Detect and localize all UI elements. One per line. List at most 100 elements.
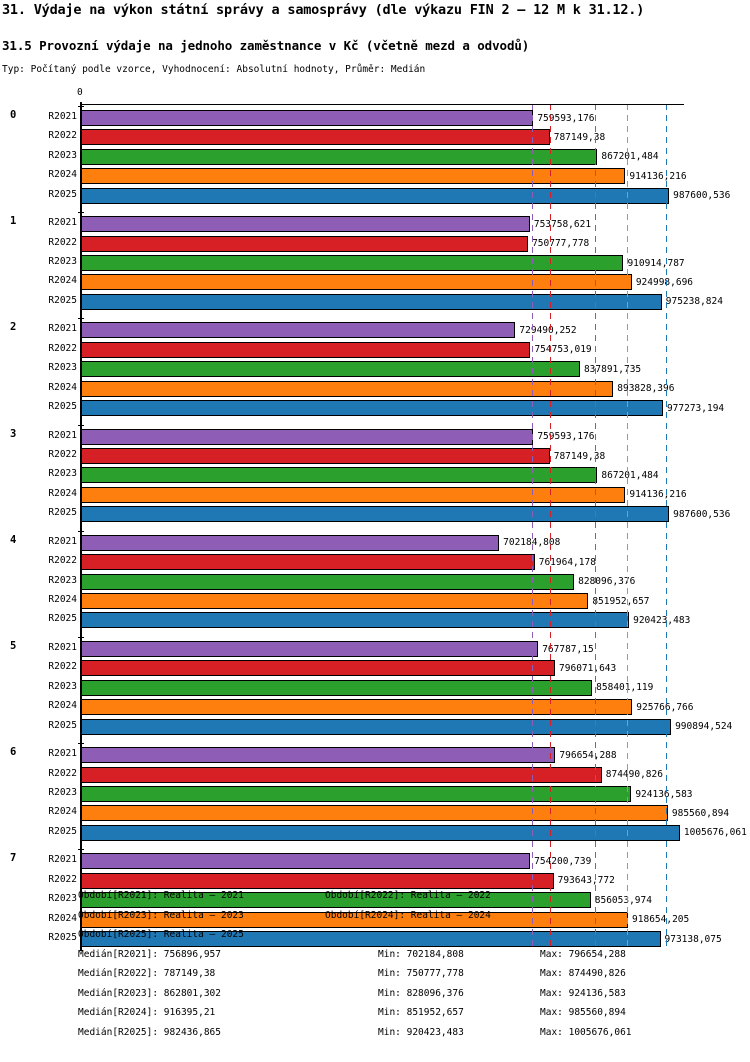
median-r2024: Medián[R2024]: 916395,21 — [78, 1007, 216, 1018]
bar-value-label: 867201,484 — [601, 469, 659, 481]
bar-value-label: 702184,808 — [503, 537, 560, 548]
bar-row-label: R2025 — [48, 613, 77, 625]
bar-7-r2021 — [81, 853, 531, 870]
bar-4-r2023 — [81, 573, 575, 590]
bar-row-label: R2023 — [48, 893, 77, 905]
bar-value-label: 753758,621 — [533, 218, 592, 230]
stats-row: Medián[R2023]: 862801,302 Min: 828096,37… — [0, 988, 750, 1008]
bar-value-label: 985560,894 — [671, 807, 730, 819]
axis-tick — [78, 212, 84, 214]
bar-0-r2022 — [81, 129, 550, 146]
bar-value-label: 925766,766 — [636, 701, 694, 713]
bar-value-label: 787149,38 — [553, 450, 606, 462]
bar-value-label: 918654,205 — [632, 914, 690, 926]
legend-period-r2025: Období[R2025]: Realita – 2025 — [78, 929, 244, 940]
legend-period-r2021: Období[R2021]: Realita – 2021 — [78, 890, 244, 901]
axis-tick — [78, 424, 84, 426]
bar-row-label: R2023 — [48, 149, 77, 161]
bar-5-r2021 — [81, 641, 539, 657]
bar-value-label: 867201,484 — [601, 151, 659, 163]
bar-row-label: R2021 — [48, 642, 77, 653]
legend-period-r2022: Období[R2022]: Realita – 2022 — [325, 890, 491, 901]
bar-row-label: R2021 — [48, 535, 77, 547]
bar-row-label: R2023 — [48, 574, 77, 586]
bar-2-r2024 — [81, 380, 614, 397]
bar-0-r2023 — [81, 148, 598, 165]
median-r2022: Medián[R2022]: 787149,38 — [78, 968, 216, 979]
bar-row-label: R2022 — [48, 767, 77, 779]
bar-row-label: R2021 — [48, 217, 77, 229]
bar-value-label: 759593,176 — [537, 431, 595, 443]
max-r2021: Max: 796654,288 — [540, 948, 626, 960]
bar-6-r2022 — [81, 766, 602, 783]
bar-value-label: 793643,772 — [557, 875, 615, 887]
bar-row-label: R2024 — [48, 487, 77, 499]
bar-row-label: R2025 — [48, 719, 77, 731]
bar-3-r2021 — [81, 428, 534, 445]
bar-value-label: 729490,252 — [519, 324, 577, 336]
min-r2025: Min: 920423,483 — [378, 1026, 464, 1038]
bar-value-label: 796071,643 — [559, 662, 617, 674]
bar-value-label: 893828,396 — [617, 383, 675, 395]
group-index-label: 5 — [10, 640, 17, 652]
bar-row-label: R2021 — [48, 323, 77, 335]
axis-top-line — [81, 104, 684, 105]
bar-row-label: R2025 — [48, 932, 77, 943]
bar-value-label: 914136,216 — [629, 170, 687, 182]
axis-tick — [78, 106, 84, 107]
bar-row-label: R2022 — [48, 555, 77, 567]
min-r2021: Min: 702184,808 — [378, 948, 464, 960]
bar-value-label: 987600,536 — [673, 508, 731, 520]
chart-subtitle: 31.5 Provozní výdaje na jednoho zaměstna… — [2, 38, 530, 53]
median-r2021: Medián[R2021]: 756896,957 — [78, 948, 221, 960]
bar-row-label: R2022 — [48, 342, 77, 354]
legend-period-r2024: Období[R2024]: Realita – 2024 — [325, 909, 491, 921]
legend-period-row: Období[R2021]: Realita – 2021 Období[R20… — [0, 890, 750, 910]
bar-value-label: 851952,657 — [592, 595, 650, 607]
stats-row: Medián[R2022]: 787149,38 Min: 750777,778… — [0, 968, 750, 988]
bar-6-r2021 — [81, 747, 556, 764]
bar-row-label: R2021 — [48, 111, 77, 122]
page-title: 31. Výdaje na výkon státní správy a samo… — [2, 2, 645, 18]
bar-row-label: R2025 — [48, 294, 77, 306]
legend-period-row: Období[R2025]: Realita – 2025 — [0, 929, 750, 949]
group-index-label: 0 — [10, 109, 17, 121]
bar-value-label: 987600,536 — [673, 190, 731, 202]
min-r2024: Min: 851952,657 — [378, 1007, 464, 1018]
bar-row-label: R2022 — [48, 661, 77, 673]
bar-value-label: 754753,019 — [534, 344, 592, 356]
bar-row-label: R2025 — [48, 507, 77, 519]
bar-0-r2021 — [81, 110, 534, 126]
bar-row-label: R2024 — [48, 700, 77, 712]
bar-value-label: 796654,288 — [559, 749, 617, 761]
axis-zero-label: 0 — [77, 87, 83, 98]
axis-tick — [78, 318, 84, 320]
bar-value-label: 767787,15 — [542, 643, 594, 655]
bar-value-label: 973138,075 — [664, 933, 722, 945]
bar-value-label: 990894,524 — [675, 721, 733, 733]
bar-row-label: R2022 — [48, 873, 77, 885]
legend-period-r2023: Období[R2023]: Realita – 2023 — [78, 909, 244, 921]
bar-row-label: R2022 — [48, 130, 77, 142]
bar-row-label: R2023 — [48, 362, 77, 374]
bar-2-r2025 — [81, 400, 663, 416]
bar-row-label: R2022 — [48, 449, 77, 460]
bar-row-label: R2022 — [48, 236, 77, 248]
min-r2023: Min: 828096,376 — [378, 987, 464, 999]
bar-value-label: 975238,824 — [665, 296, 723, 308]
median-line-r2021 — [532, 104, 533, 951]
bar-value-label: 914136,216 — [629, 489, 687, 501]
bar-5-r2023 — [81, 679, 593, 696]
bar-3-r2022 — [81, 448, 550, 464]
bar-row-label: R2024 — [48, 594, 77, 605]
bar-value-label: 977273,194 — [666, 402, 725, 414]
max-r2023: Max: 924136,583 — [540, 987, 626, 999]
bar-1-r2022 — [81, 235, 529, 252]
bar-row-label: R2025 — [48, 188, 77, 200]
bar-1-r2021 — [81, 216, 530, 233]
bar-row-label: R2024 — [48, 912, 77, 924]
bar-6-r2025 — [81, 824, 680, 841]
bar-value-label: 924998,696 — [635, 276, 694, 288]
max-r2025: Max: 1005676,061 — [540, 1026, 632, 1038]
